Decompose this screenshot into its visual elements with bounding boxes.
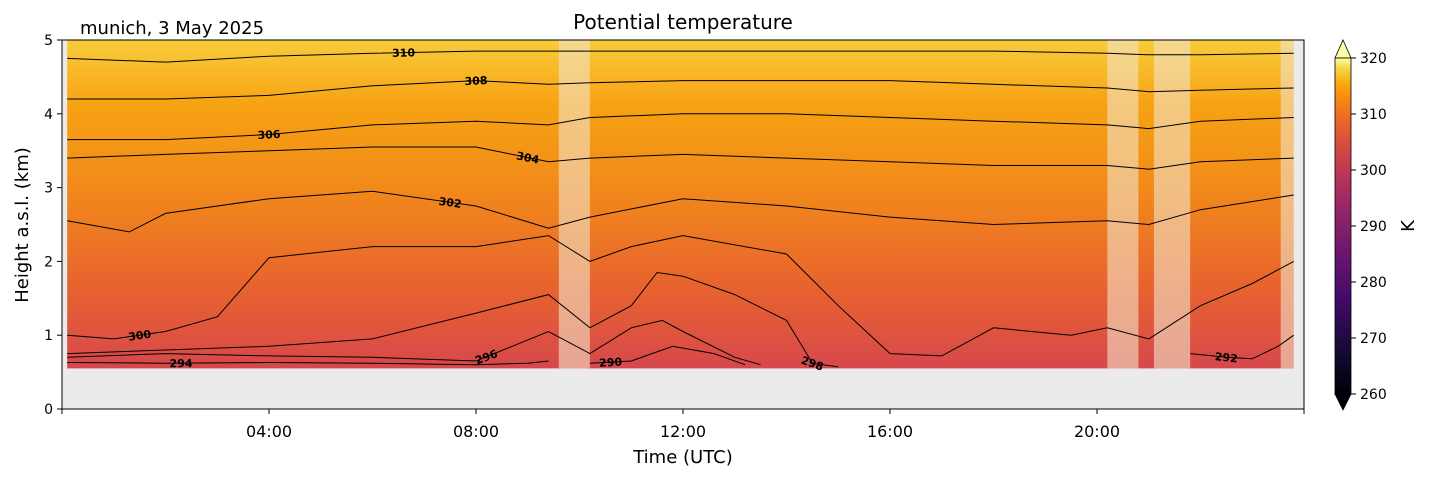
contour-label-310: 310 [392, 46, 416, 59]
missing-data-band [1280, 40, 1294, 369]
contour-line-308 [67, 80, 1294, 100]
colorbar-tick-label: 300 [1360, 163, 1387, 179]
y-tick-label: 5 [44, 33, 53, 49]
y-tick-label: 0 [44, 402, 53, 418]
contour-line-296 [67, 319, 761, 366]
contour-label-300: 300 [127, 328, 152, 344]
y-tick-label: 1 [44, 328, 53, 344]
y-axis-label: Height a.s.l. (km) [12, 147, 33, 303]
contour-label-306: 306 [257, 128, 281, 142]
contour-label-308: 308 [464, 74, 488, 88]
colorbar-tick-label: 260 [1360, 387, 1387, 403]
colorbar-label: K [1398, 219, 1419, 232]
contour-line-300 [67, 235, 1294, 357]
contour-line-294 [67, 360, 549, 366]
missing-data-band [1153, 40, 1191, 369]
contour-line-290 [589, 345, 746, 366]
colorbar-tick-label: 270 [1360, 331, 1387, 347]
contour-label-294: 294 [169, 357, 192, 370]
x-tick-label: 12:00 [660, 422, 706, 441]
chart-title: Potential temperature [573, 10, 793, 34]
y-axis: 0 1 2 3 4 5 Height a.s.l. (km) [12, 33, 62, 418]
colorbar-extend-top [1334, 39, 1352, 59]
missing-data-band [558, 40, 590, 369]
x-tick-label: 04:00 [246, 422, 292, 441]
x-tick-label: 16:00 [867, 422, 913, 441]
contour-lines [67, 50, 1294, 368]
location-date-label: munich, 3 May 2025 [80, 18, 264, 39]
colorbar-gradient [1334, 57, 1352, 395]
contour-label-290: 290 [599, 356, 623, 370]
colorbar-tick-label: 280 [1360, 275, 1387, 291]
x-tick-label: 20:00 [1074, 422, 1120, 441]
contour-label-292: 292 [1214, 350, 1238, 365]
colorbar-tick-label: 290 [1360, 219, 1387, 235]
contour-line-302 [67, 190, 1294, 233]
y-tick-label: 3 [44, 181, 53, 197]
x-tick-label: 08:00 [453, 422, 499, 441]
colorbar-extend-bottom [1334, 393, 1352, 411]
y-tick-label: 4 [44, 107, 53, 123]
missing-data-bands [558, 40, 1294, 369]
y-tick-label: 2 [44, 254, 53, 270]
colorbar: 260 270 280 290 300 310 320 K [1334, 39, 1419, 411]
colorbar-tick-label: 310 [1360, 107, 1387, 123]
contour-line-298 [67, 271, 839, 368]
contour-label-304: 304 [515, 149, 540, 166]
x-axis-label: Time (UTC) [632, 447, 733, 468]
contour-line-310 [67, 50, 1294, 63]
x-axis: 04:00 08:00 12:00 16:00 20:00 Time (UTC) [61, 409, 1305, 468]
colorbar-tick-label: 320 [1360, 51, 1387, 67]
missing-data-band [1107, 40, 1139, 369]
contour-line-292 [1190, 334, 1294, 360]
contour-label-302: 302 [438, 195, 463, 211]
contour-line-306 [67, 113, 1294, 141]
contour-line-304 [67, 146, 1294, 170]
